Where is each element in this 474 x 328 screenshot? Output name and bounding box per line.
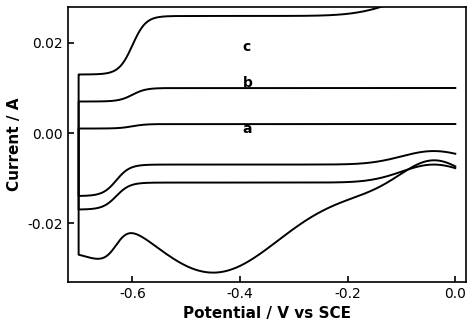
Y-axis label: Current / A: Current / A <box>7 97 22 191</box>
Text: c: c <box>243 40 251 54</box>
Text: a: a <box>243 122 252 135</box>
X-axis label: Potential / V vs SCE: Potential / V vs SCE <box>183 306 351 321</box>
Text: b: b <box>243 76 253 91</box>
